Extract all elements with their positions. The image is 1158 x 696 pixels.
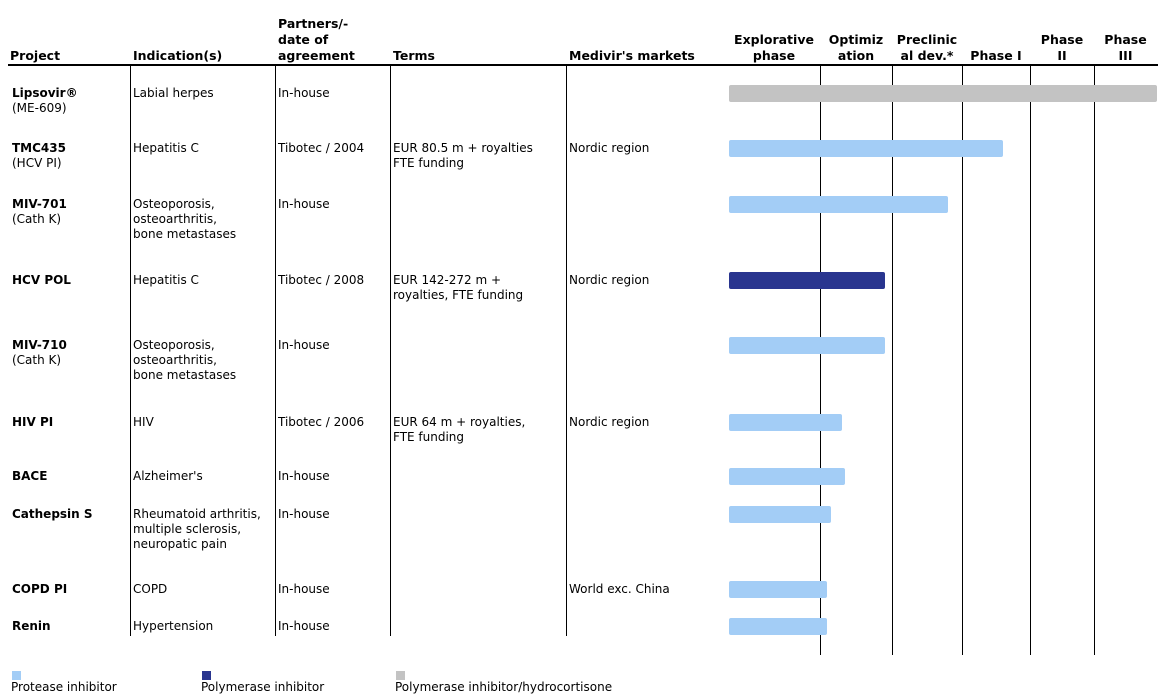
partner: In-house bbox=[278, 507, 330, 521]
indication: Rheumatoid arthritis, multiple sclerosis… bbox=[133, 507, 261, 551]
bar-tmc435 bbox=[729, 140, 1003, 157]
legend-label: Protease inhibitor bbox=[11, 680, 117, 694]
legend-label: Polymerase inhibitor/hydrocortisone bbox=[395, 680, 613, 694]
bar-renin bbox=[729, 618, 828, 635]
header-phase-3: Preclinic al dev.* bbox=[896, 32, 958, 63]
partner: Tibotec / 2006 bbox=[278, 415, 365, 429]
project-subtitle: (Cath K) bbox=[12, 353, 62, 367]
partner: In-house bbox=[278, 619, 330, 633]
market: Nordic region bbox=[569, 415, 650, 429]
legend-swatch bbox=[396, 671, 405, 680]
terms: EUR 64 m + royalties, FTE funding bbox=[393, 415, 526, 444]
project-name: MIV-701 bbox=[12, 197, 67, 211]
terms: EUR 142-272 m + royalties, FTE funding bbox=[393, 273, 524, 302]
bar-miv-710 bbox=[729, 337, 885, 354]
partner: Tibotec / 2004 bbox=[278, 141, 365, 155]
market: Nordic region bbox=[569, 273, 650, 287]
project-subtitle: (Cath K) bbox=[12, 212, 62, 226]
header-phase-6: Phase III bbox=[1104, 32, 1147, 63]
partner: In-house bbox=[278, 582, 330, 596]
partner: In-house bbox=[278, 338, 330, 352]
header-markets: Medivir's markets bbox=[569, 48, 695, 63]
indication: Hepatitis C bbox=[133, 141, 199, 155]
phase-gridline bbox=[962, 66, 963, 655]
terms: EUR 80.5 m + royalties FTE funding bbox=[393, 141, 533, 170]
market: Nordic region bbox=[569, 141, 650, 155]
bar-copd-pi bbox=[729, 581, 828, 598]
header-rule bbox=[8, 64, 1158, 66]
bar-hiv-pi bbox=[729, 414, 842, 431]
bar-bace bbox=[729, 468, 846, 485]
partner: In-house bbox=[278, 86, 330, 100]
indication: Alzheimer's bbox=[133, 469, 203, 483]
project-name: TMC435 bbox=[12, 141, 66, 155]
phase-gridline bbox=[892, 66, 893, 655]
header-phase-4: Phase I bbox=[970, 48, 1022, 63]
project-name: BACE bbox=[12, 469, 48, 483]
header-project: Project bbox=[10, 48, 61, 63]
market: World exc. China bbox=[569, 582, 670, 596]
table-col-divider bbox=[130, 66, 131, 636]
partner: Tibotec / 2008 bbox=[278, 273, 365, 287]
project-name: COPD PI bbox=[12, 582, 68, 596]
project-name: Cathepsin S bbox=[12, 507, 93, 521]
project-subtitle: (HCV PI) bbox=[12, 156, 62, 170]
indication: HIV bbox=[133, 415, 154, 429]
phase-gridline bbox=[820, 66, 821, 655]
indication: Osteoporosis, osteoarthritis, bone metas… bbox=[133, 338, 237, 382]
header-partners: Partners/- date of agreement bbox=[278, 16, 355, 63]
legend-label: Polymerase inhibitor bbox=[201, 680, 325, 694]
bar-lipsovir- bbox=[729, 85, 1157, 102]
header-indication: Indication(s) bbox=[133, 48, 223, 63]
bar-miv-701 bbox=[729, 196, 948, 213]
table-col-divider bbox=[275, 66, 276, 636]
project-subtitle: (ME-609) bbox=[12, 101, 67, 115]
legend-swatch bbox=[12, 671, 21, 680]
indication: Hypertension bbox=[133, 619, 214, 633]
partner: In-house bbox=[278, 197, 330, 211]
header-phase-5: Phase II bbox=[1040, 32, 1084, 63]
header-phase-2: Optimiz ation bbox=[828, 32, 884, 63]
project-name: Lipsovir® bbox=[12, 86, 78, 100]
project-name: Renin bbox=[12, 619, 51, 633]
bar-hcv-pol bbox=[729, 272, 885, 289]
project-name: MIV-710 bbox=[12, 338, 67, 352]
indication: Osteoporosis, osteoarthritis, bone metas… bbox=[133, 197, 237, 241]
indication: COPD bbox=[133, 582, 168, 596]
legend-swatch bbox=[202, 671, 211, 680]
project-name: HIV PI bbox=[12, 415, 54, 429]
table-col-divider bbox=[566, 66, 567, 636]
header-terms: Terms bbox=[393, 48, 435, 63]
partner: In-house bbox=[278, 469, 330, 483]
indication: Hepatitis C bbox=[133, 273, 199, 287]
phase-gridline bbox=[1094, 66, 1095, 655]
project-name: HCV POL bbox=[12, 273, 71, 287]
phase-gridline bbox=[1030, 66, 1031, 655]
header-phase-1: Explorative phase bbox=[734, 32, 814, 63]
table-col-divider bbox=[390, 66, 391, 636]
indication: Labial herpes bbox=[133, 86, 214, 100]
bar-cathepsin-s bbox=[729, 506, 831, 523]
